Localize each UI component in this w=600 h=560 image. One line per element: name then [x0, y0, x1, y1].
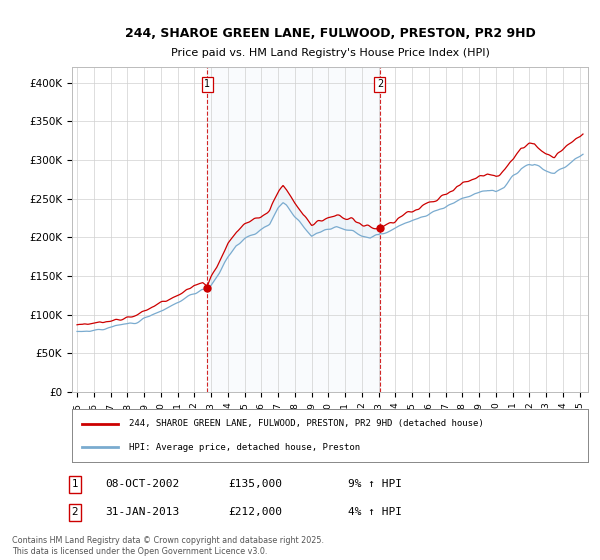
Text: 1: 1	[204, 79, 210, 89]
Bar	[207, 67, 380, 392]
Text: 2: 2	[71, 507, 79, 517]
Text: Contains HM Land Registry data © Crown copyright and database right 2025.
This d: Contains HM Land Registry data © Crown c…	[12, 536, 324, 556]
Text: 1: 1	[71, 479, 79, 489]
Text: £212,000: £212,000	[228, 507, 282, 517]
Text: 2: 2	[377, 79, 383, 89]
Text: 08-OCT-2002: 08-OCT-2002	[105, 479, 179, 489]
Text: 244, SHAROE GREEN LANE, FULWOOD, PRESTON, PR2 9HD: 244, SHAROE GREEN LANE, FULWOOD, PRESTON…	[125, 27, 535, 40]
Text: 31-JAN-2013: 31-JAN-2013	[105, 507, 179, 517]
Text: £135,000: £135,000	[228, 479, 282, 489]
Text: 9% ↑ HPI: 9% ↑ HPI	[348, 479, 402, 489]
Text: 4% ↑ HPI: 4% ↑ HPI	[348, 507, 402, 517]
Text: HPI: Average price, detached house, Preston: HPI: Average price, detached house, Pres…	[129, 442, 360, 451]
Text: 244, SHAROE GREEN LANE, FULWOOD, PRESTON, PR2 9HD (detached house): 244, SHAROE GREEN LANE, FULWOOD, PRESTON…	[129, 419, 484, 428]
Text: Price paid vs. HM Land Registry's House Price Index (HPI): Price paid vs. HM Land Registry's House …	[170, 48, 490, 58]
